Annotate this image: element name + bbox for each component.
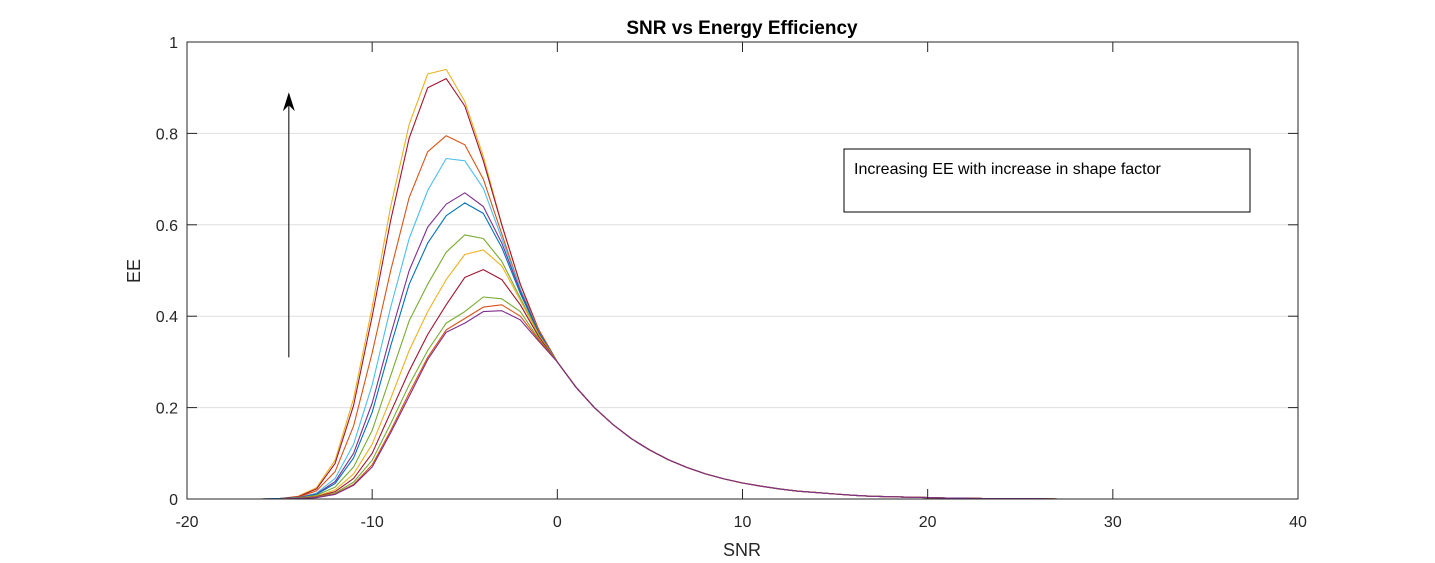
y-tick-label: 0.8 [156, 126, 178, 143]
y-tick-labels: 0 0.2 0.4 0.6 0.8 1 [156, 35, 178, 509]
x-tick-label: 0 [553, 514, 562, 531]
increase-arrow [282, 92, 295, 358]
plot-area [187, 42, 1298, 499]
y-axis-label: EE [124, 259, 144, 283]
y-tick-label: 0 [169, 492, 178, 509]
arrow-head [282, 92, 295, 112]
x-tick-label: -10 [361, 514, 384, 531]
y-tick-label: 0.2 [156, 401, 178, 418]
x-tick-labels: -20 -10 0 10 20 30 40 [175, 514, 1307, 531]
x-tick-label: 40 [1289, 514, 1307, 531]
series-group [187, 68, 1298, 499]
series-line-12 [187, 310, 1298, 499]
annotation-text: Increasing EE with increase in shape fac… [854, 161, 1162, 178]
y-tick-label: 0.6 [156, 218, 178, 235]
x-tick-label: 10 [734, 514, 752, 531]
y-tick-label: 1 [169, 35, 178, 52]
x-tick-label: 30 [1104, 514, 1122, 531]
x-axis-label: SNR [723, 540, 761, 560]
y-tick-label: 0.4 [156, 309, 178, 326]
x-tick-label: 20 [919, 514, 937, 531]
ticks [186, 41, 1299, 500]
annotation-box [843, 148, 1251, 213]
chart-title: SNR vs Energy Efficiency [626, 18, 858, 39]
x-tick-label: -20 [175, 514, 198, 531]
